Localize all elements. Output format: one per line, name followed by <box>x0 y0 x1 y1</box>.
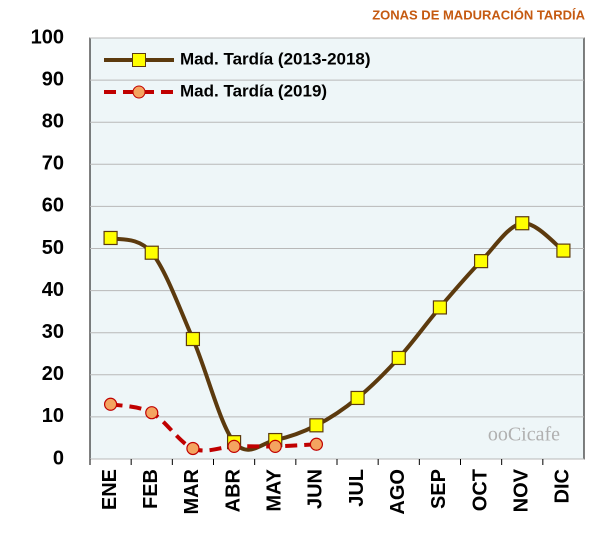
x-tick-label: JUL <box>346 469 368 507</box>
marker <box>391 350 406 366</box>
legend-marker <box>132 85 146 99</box>
y-tick-label: 60 <box>42 195 64 217</box>
marker <box>309 418 324 433</box>
y-tick-label: 10 <box>42 405 64 427</box>
x-tick-label: MAY <box>264 468 286 511</box>
watermark: ooCicafe <box>488 424 560 446</box>
marker <box>432 300 448 315</box>
x-tick-label: ENE <box>99 469 121 510</box>
y-tick-label: 90 <box>42 68 64 90</box>
y-tick-label: 40 <box>42 279 64 301</box>
y-tick-label: 80 <box>42 110 64 132</box>
marker <box>227 439 241 453</box>
marker <box>350 390 365 406</box>
x-tick-label: JUN <box>305 469 327 509</box>
x-tick-label: NOV <box>511 468 533 512</box>
x-tick-label: MAR <box>181 468 203 514</box>
marker <box>145 406 159 420</box>
marker <box>103 230 118 246</box>
legend-label: Mad. Tardía (2013-2018) <box>180 49 371 68</box>
marker <box>309 437 324 451</box>
legend-label: Mad. Tardía (2019) <box>180 81 327 100</box>
x-tick-label: ABR <box>222 468 244 512</box>
y-tick-label: 30 <box>42 321 64 343</box>
x-tick-label: OCT <box>469 469 491 511</box>
y-tick-label: 50 <box>42 237 64 259</box>
marker <box>268 439 282 453</box>
marker <box>103 397 118 411</box>
marker <box>185 331 201 347</box>
y-tick-label: 100 <box>31 26 64 48</box>
marker <box>556 243 571 258</box>
x-tick-label: FEB <box>140 469 162 509</box>
x-tick-label: SEP <box>428 469 450 509</box>
y-tick-label: 0 <box>53 447 64 469</box>
marker <box>515 216 530 231</box>
x-tick-label: DIC <box>552 469 574 503</box>
marker <box>473 254 489 269</box>
legend-marker <box>132 53 146 67</box>
marker <box>144 245 159 260</box>
y-tick-label: 70 <box>42 153 64 175</box>
chart-title: ZONAS DE MADURACIÓN TARDÍA <box>372 7 585 22</box>
marker <box>186 441 200 456</box>
x-tick-label: AGO <box>387 469 409 515</box>
y-tick-label: 20 <box>42 363 64 385</box>
